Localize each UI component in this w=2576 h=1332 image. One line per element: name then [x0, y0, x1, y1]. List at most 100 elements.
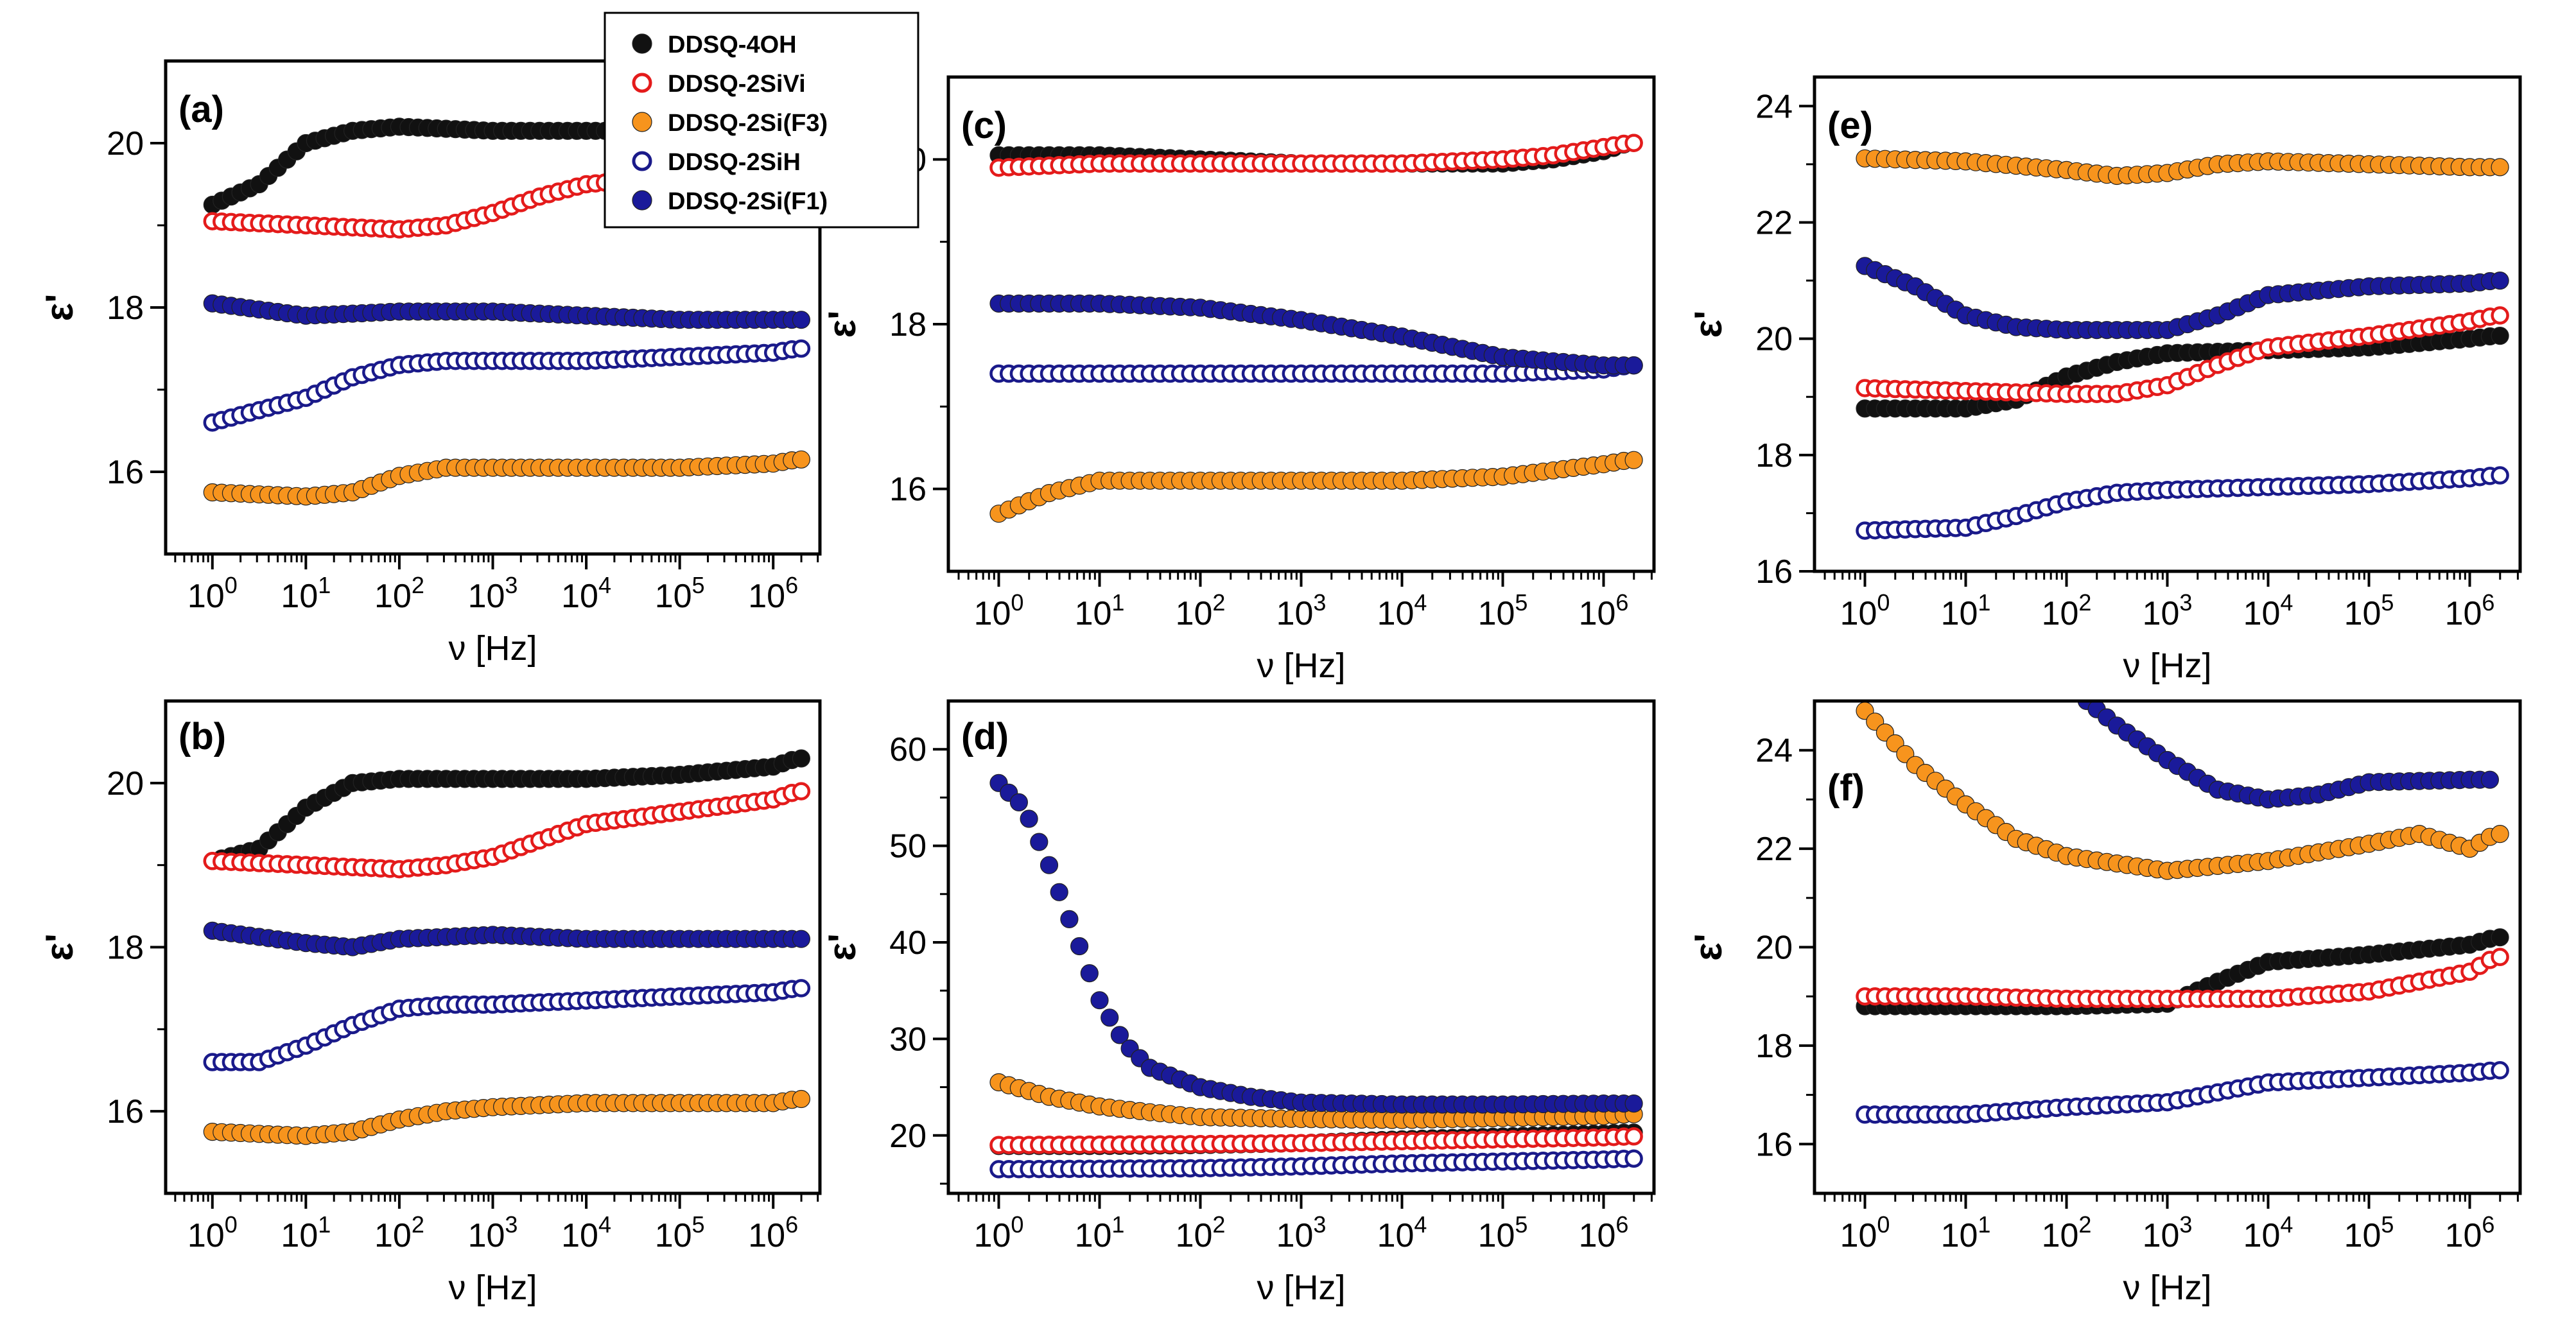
y-axis-label: ε'	[821, 311, 864, 338]
x-tick-label: 102	[2042, 1211, 2092, 1254]
series-ddsq-2sivi	[1856, 306, 2509, 403]
x-tick-exponent: 3	[2179, 1211, 2192, 1238]
x-tick-label: 106	[2445, 1211, 2495, 1254]
y-tick-label: 24	[1755, 88, 1793, 125]
x-tick-exponent: 3	[1313, 1211, 1326, 1238]
y-tick-label: 16	[1755, 1126, 1793, 1163]
legend-label: DDSQ-2SiH	[668, 149, 801, 176]
x-axis-label: ν [Hz]	[448, 1268, 537, 1307]
series-ddsq-2si-f1-	[203, 294, 811, 329]
x-tick-exponent: 2	[412, 1211, 424, 1238]
x-tick-label: 106	[1579, 589, 1629, 632]
x-tick-exponent: 1	[1978, 589, 1990, 616]
data-point	[792, 1089, 811, 1109]
legend: DDSQ-4OH DDSQ-2SiVi DDSQ-2Si(F3) DDSQ-2SiH D…	[604, 12, 919, 229]
x-tick-exponent: 0	[225, 1211, 238, 1238]
data-point	[1020, 809, 1038, 828]
x-tick-label: 105	[1478, 589, 1528, 632]
y-axis-label: ε'	[38, 933, 81, 961]
series-ddsq-2sih	[989, 1149, 1643, 1179]
x-tick-label: 104	[1377, 1211, 1427, 1254]
series-ddsq-2si-f1-	[989, 294, 1643, 375]
data-point	[792, 749, 811, 768]
series-ddsq-2si-f3-	[203, 1089, 811, 1145]
x-tick-label: 106	[748, 572, 798, 615]
series-ddsq-2sivi	[1856, 947, 2509, 1008]
x-tick-base: 10	[2243, 1217, 2281, 1254]
data-point	[1624, 451, 1643, 469]
series-ddsq-2si-f3-	[1856, 149, 2509, 186]
x-tick-base: 10	[655, 578, 692, 615]
x-tick-base: 10	[1579, 595, 1616, 632]
x-tick-exponent: 4	[1414, 1211, 1427, 1238]
x-tick-exponent: 0	[1011, 1211, 1023, 1238]
x-tick-exponent: 1	[318, 572, 331, 598]
y-tick-label: 20	[107, 765, 144, 802]
x-tick-base: 10	[187, 1217, 225, 1254]
panel-label: (e)	[1827, 105, 1873, 146]
x-tick-exponent: 2	[2078, 589, 2091, 616]
x-tick-exponent: 5	[2381, 589, 2394, 616]
x-tick-base: 10	[2143, 1217, 2180, 1254]
x-tick-exponent: 5	[692, 1211, 705, 1238]
y-tick-label: 18	[1755, 437, 1793, 474]
x-tick-base: 10	[1478, 595, 1515, 632]
y-axis-label: ε'	[1687, 933, 1730, 961]
x-tick-label: 102	[374, 1211, 424, 1254]
y-tick-label: 30	[889, 1021, 927, 1058]
x-tick-base: 10	[561, 578, 598, 615]
x-tick-exponent: 3	[505, 1211, 518, 1238]
data-point	[2491, 466, 2509, 485]
series-ddsq-2si-f1-	[989, 774, 1643, 1114]
x-tick-label: 101	[1941, 589, 1991, 632]
x-tick-label: 100	[974, 589, 1024, 632]
data-point	[2491, 1061, 2509, 1080]
data-point	[2491, 326, 2509, 345]
x-tick-base: 10	[1176, 595, 1213, 632]
x-tick-exponent: 0	[225, 572, 238, 598]
x-tick-base: 10	[748, 578, 785, 615]
x-tick-base: 10	[281, 1217, 318, 1254]
data-point	[1624, 1149, 1643, 1168]
y-axis-label: ε'	[821, 933, 864, 961]
x-tick-base: 10	[1941, 595, 1978, 632]
data-point	[1040, 856, 1059, 874]
x-tick-exponent: 4	[598, 1211, 611, 1238]
x-tick-exponent: 6	[785, 572, 798, 598]
data-point	[792, 930, 811, 948]
x-tick-base: 10	[1478, 1217, 1515, 1254]
x-tick-base: 10	[1075, 595, 1112, 632]
panel-label: (b)	[178, 716, 226, 757]
x-tick-exponent: 6	[1615, 1211, 1628, 1238]
data-point	[2491, 824, 2509, 843]
series-ddsq-2si-f1-	[2077, 701, 2499, 809]
x-tick-label: 106	[2445, 589, 2495, 632]
data-points	[203, 749, 811, 1145]
x-tick-exponent: 5	[692, 572, 705, 598]
x-tick-label: 104	[561, 572, 611, 615]
x-tick-base: 10	[748, 1217, 785, 1254]
x-tick-exponent: 6	[2482, 1211, 2494, 1238]
x-tick-base: 10	[1276, 1217, 1314, 1254]
x-tick-exponent: 1	[1111, 589, 1124, 616]
x-tick-base: 10	[561, 1217, 598, 1254]
legend-marker	[632, 151, 652, 171]
x-tick-base: 10	[1840, 595, 1877, 632]
x-tick-base: 10	[1276, 595, 1314, 632]
x-tick-label: 101	[1941, 1211, 1991, 1254]
legend-marker	[632, 33, 652, 54]
x-tick-label: 102	[2042, 589, 2092, 632]
data-point	[792, 311, 811, 329]
data-point	[2491, 947, 2509, 967]
x-tick-label: 101	[281, 572, 331, 615]
x-tick-base: 10	[2042, 595, 2079, 632]
x-tick-exponent: 6	[785, 1211, 798, 1238]
y-tick-label: 18	[107, 930, 144, 967]
x-tick-label: 105	[655, 572, 705, 615]
series-ddsq-2sih	[1856, 1061, 2509, 1124]
x-tick-label: 103	[1276, 589, 1327, 632]
y-tick-label: 60	[889, 731, 927, 768]
